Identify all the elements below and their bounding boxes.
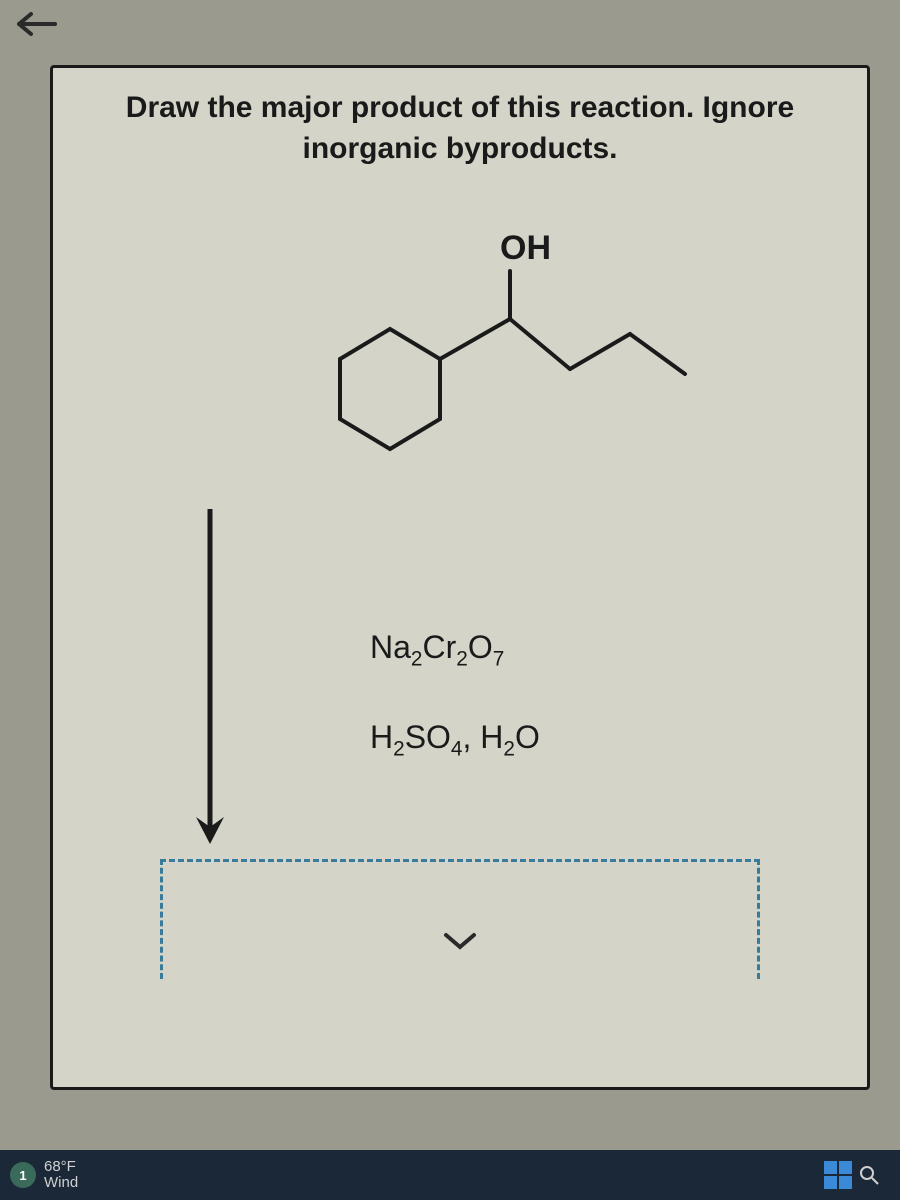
chevron-down-icon[interactable] <box>440 929 480 960</box>
reagent-line-1: Na2Cr2O7 <box>370 629 504 671</box>
question-card: Draw the major product of this reaction.… <box>50 65 870 1090</box>
weather-widget[interactable]: 1 68°F Wind <box>10 1159 78 1192</box>
search-icon[interactable] <box>858 1164 880 1186</box>
answer-draw-area[interactable] <box>160 859 760 979</box>
question-text: Draw the major product of this reaction.… <box>83 88 837 169</box>
weather-temp: 68°F <box>44 1159 78 1176</box>
reaction-arrow-region: Na2Cr2O7 H2SO4, H2O <box>110 549 810 899</box>
reagent-line-2: H2SO4, H2O <box>370 719 540 761</box>
weather-badge: 1 <box>10 1162 36 1188</box>
windows-start-icon[interactable] <box>824 1161 852 1189</box>
reaction-arrow-icon <box>190 509 230 854</box>
taskbar: 1 68°F Wind <box>0 1150 900 1200</box>
oh-label: OH <box>500 229 551 268</box>
molecule-structure: OH <box>210 229 710 509</box>
weather-text: 68°F Wind <box>44 1159 78 1192</box>
back-arrow-icon[interactable] <box>15 10 57 43</box>
weather-condition: Wind <box>44 1175 78 1192</box>
